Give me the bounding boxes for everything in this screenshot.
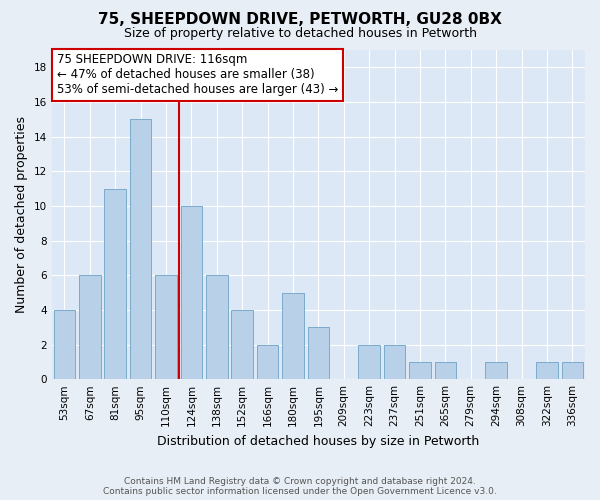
Bar xyxy=(536,362,557,379)
Text: 75 SHEEPDOWN DRIVE: 116sqm
← 47% of detached houses are smaller (38)
53% of semi: 75 SHEEPDOWN DRIVE: 116sqm ← 47% of deta… xyxy=(57,54,338,96)
Bar xyxy=(79,275,101,379)
X-axis label: Distribution of detached houses by size in Petworth: Distribution of detached houses by size … xyxy=(157,434,479,448)
Bar xyxy=(358,344,380,379)
Bar xyxy=(130,120,151,379)
Bar xyxy=(232,310,253,379)
Bar xyxy=(308,327,329,379)
Bar xyxy=(104,188,126,379)
Text: Size of property relative to detached houses in Petworth: Size of property relative to detached ho… xyxy=(124,28,476,40)
Bar xyxy=(206,275,227,379)
Bar xyxy=(53,310,75,379)
Bar xyxy=(434,362,456,379)
Y-axis label: Number of detached properties: Number of detached properties xyxy=(15,116,28,313)
Bar xyxy=(181,206,202,379)
Bar xyxy=(384,344,406,379)
Bar xyxy=(409,362,431,379)
Text: 75, SHEEPDOWN DRIVE, PETWORTH, GU28 0BX: 75, SHEEPDOWN DRIVE, PETWORTH, GU28 0BX xyxy=(98,12,502,28)
Bar xyxy=(282,292,304,379)
Bar xyxy=(257,344,278,379)
Bar xyxy=(155,275,177,379)
Bar xyxy=(485,362,507,379)
Bar xyxy=(562,362,583,379)
Text: Contains HM Land Registry data © Crown copyright and database right 2024.
Contai: Contains HM Land Registry data © Crown c… xyxy=(103,476,497,496)
